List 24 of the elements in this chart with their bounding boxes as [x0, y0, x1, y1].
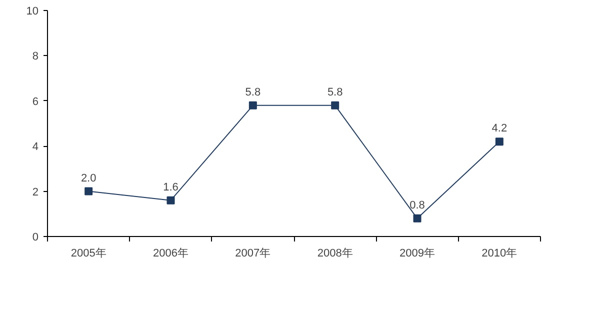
x-tick-label: 2006年: [153, 248, 188, 260]
data-label: 5.8: [327, 86, 343, 98]
data-label: 2.0: [80, 172, 96, 184]
point: [331, 101, 340, 110]
y-tick-label: 8: [32, 50, 39, 63]
point: [248, 101, 257, 110]
x-tick-label: 2009年: [400, 248, 435, 260]
y-tick-label: 2: [32, 186, 39, 198]
x-tick-label: 2008年: [317, 248, 353, 260]
x-tick-label: 2005年: [70, 248, 106, 260]
x-tick-label: 2007年: [235, 248, 271, 260]
data-label: 4.2: [492, 122, 508, 135]
x-tick-label: 2010年: [482, 248, 518, 260]
data-label: 1.6: [163, 181, 178, 194]
y-tick-label: 0: [32, 232, 39, 244]
y-tick-label: 4: [32, 141, 39, 154]
data-label: 5.8: [245, 86, 261, 98]
y-tick-label: 6: [32, 96, 39, 108]
point: [495, 138, 504, 146]
point: [84, 187, 93, 196]
y-tick-label: 10: [26, 6, 39, 18]
point: [413, 214, 422, 222]
point: [166, 196, 175, 204]
data-label: 0.8: [410, 199, 425, 212]
